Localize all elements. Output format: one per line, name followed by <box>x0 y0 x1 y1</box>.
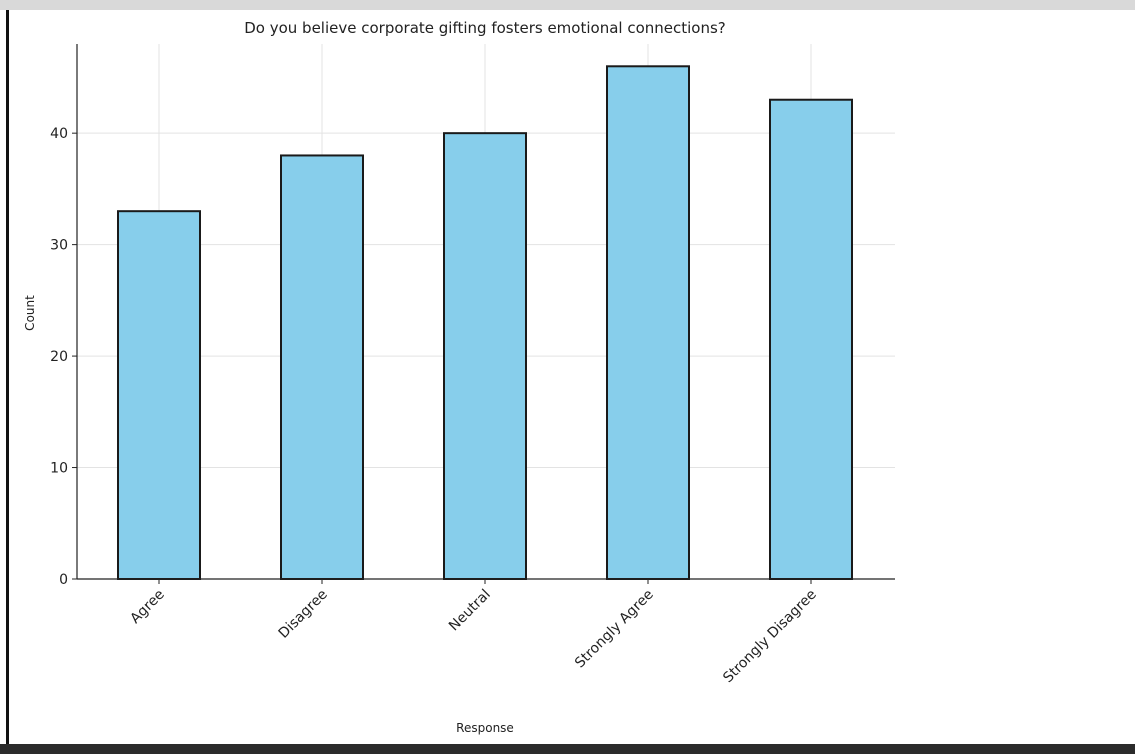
y-tick-label: 40 <box>50 126 68 142</box>
x-axis-title: Response <box>456 721 514 735</box>
x-tick-label: Neutral <box>446 587 494 635</box>
chart-title: Do you believe corporate gifting fosters… <box>244 19 726 37</box>
window-top-bar <box>0 0 1135 10</box>
x-tick-label: Disagree <box>276 587 331 642</box>
bar-neutral <box>443 132 527 581</box>
y-axis-title: Count <box>23 295 37 331</box>
bar-strongly-disagree <box>769 98 853 581</box>
axes <box>72 44 895 584</box>
bars <box>117 65 853 581</box>
left-border <box>6 10 9 744</box>
y-tick-label: 0 <box>59 572 68 588</box>
y-tick-label: 30 <box>50 238 68 254</box>
y-tick-label: 10 <box>50 461 68 477</box>
x-tick-label: Agree <box>127 587 167 627</box>
bar-agree <box>117 210 201 580</box>
x-tick-label: Strongly Disagree <box>720 587 820 687</box>
x-tick-label: Strongly Agree <box>572 587 657 672</box>
bar-strongly-agree <box>606 65 690 580</box>
bar-disagree <box>280 154 364 580</box>
y-tick-label: 20 <box>50 349 68 365</box>
